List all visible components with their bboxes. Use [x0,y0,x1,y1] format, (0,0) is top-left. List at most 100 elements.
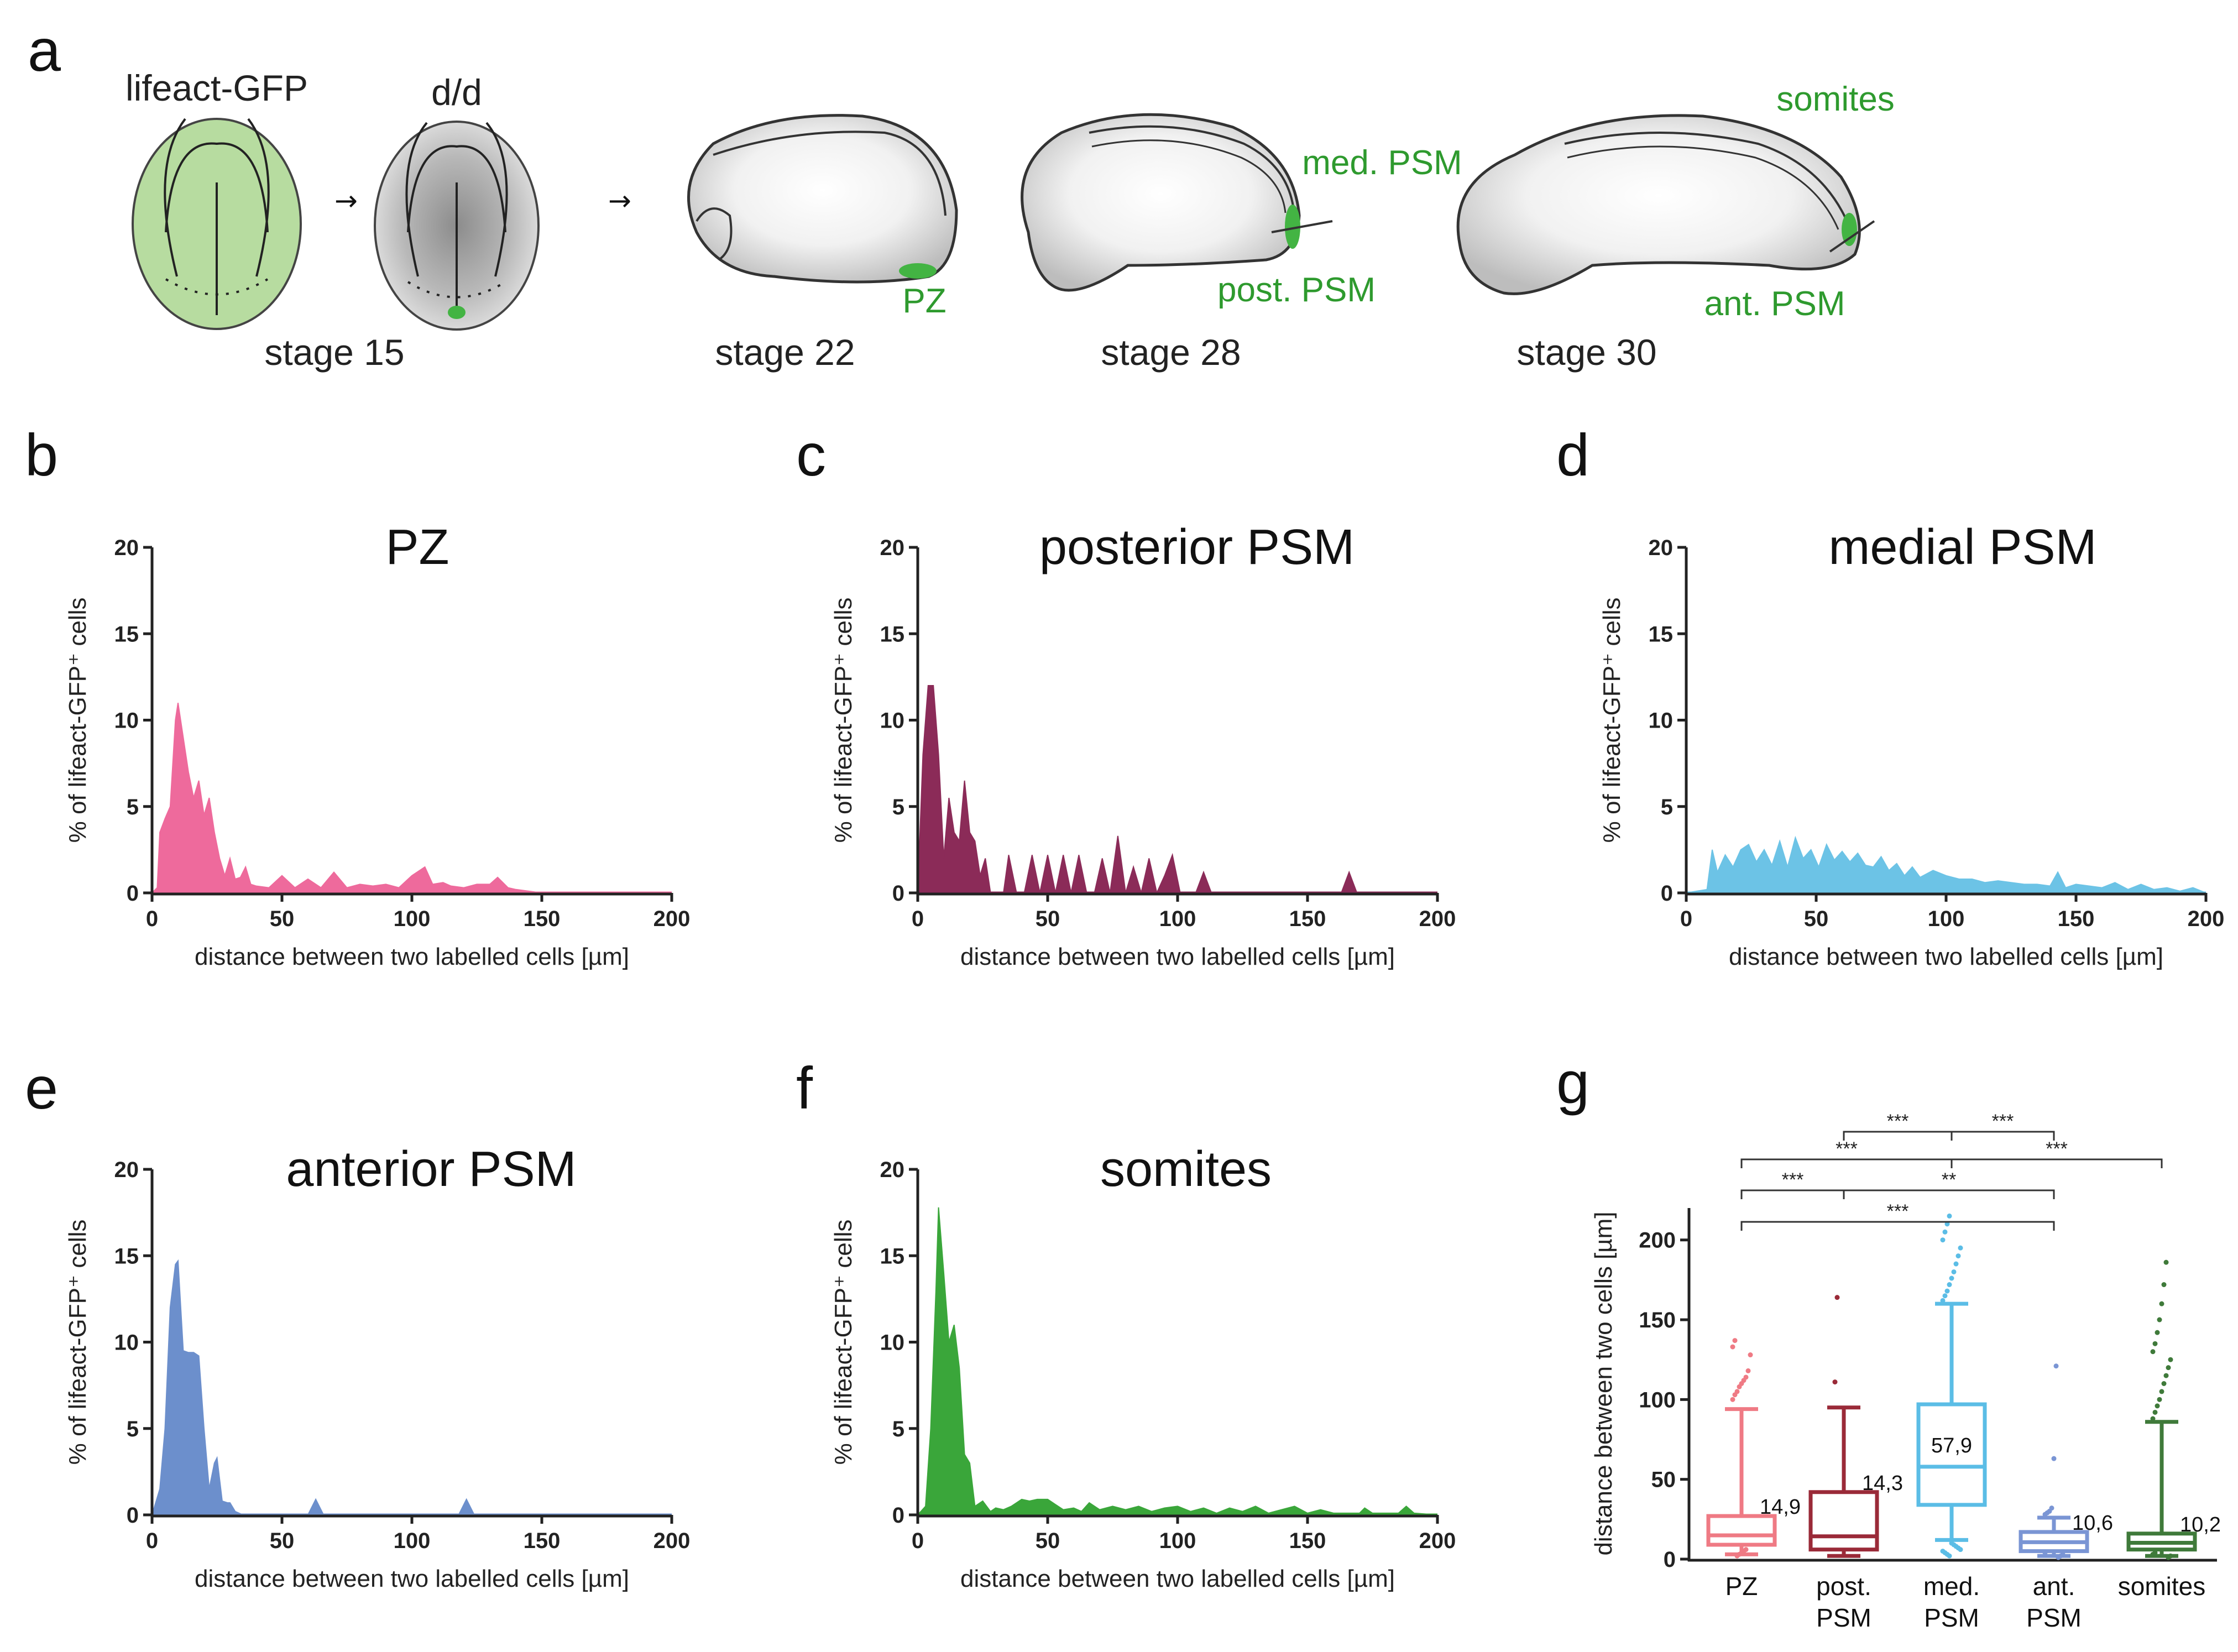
x-tick-label: 50 [270,1529,295,1553]
significance-bracket: *** [1740,1169,1845,1199]
pz-label: PZ [902,282,946,320]
significance-label: ** [1942,1169,1956,1190]
outlier-point [1958,1245,1963,1251]
y-tick-label: 50 [1651,1468,1676,1492]
box-plot-distances: 0 50 100 150 200 distance between two cells [… [1590,1111,2221,1632]
x-tick-label: 150 [1289,907,1326,931]
x-tick-label: 200 [1419,1529,1456,1553]
outlier-point [1953,1261,1959,1267]
bracket-line [1951,1158,2163,1168]
post-psm-label: post. PSM [1217,271,1376,309]
significance-label: *** [2046,1138,2068,1159]
y-tick-label: 10 [880,1331,905,1355]
x-tick-label: 100 [1159,907,1196,931]
iqr-box [1706,1514,1777,1547]
y-tick-label: 15 [880,622,905,646]
significance-bracket: *** [1843,1111,1953,1141]
embryo2-label: d/d [431,72,482,113]
outlier-point [2049,1505,2054,1511]
x-tick-label: 150 [524,1529,561,1553]
embryo-lifeact-gfp [132,118,302,330]
outlier-point [1745,1368,1751,1373]
y-tick-label: 20 [114,536,139,560]
y-tick-label: 15 [114,1244,139,1268]
bracket-line [1843,1189,2055,1199]
y-tick-label: 0 [127,1503,139,1528]
box-pz: 14,9 PZ [1706,1338,1801,1601]
outlier-point [2155,1403,2160,1409]
outlier-point [2157,1317,2162,1322]
outlier-point [2157,1397,2162,1402]
outlier-point [1734,1389,1740,1394]
outlier-point [2155,1330,2160,1335]
significance-label: *** [1887,1201,1909,1222]
x-tick-label: 0 [146,1529,158,1553]
chart-title: anterior PSM [286,1142,576,1197]
y-tick-label: 20 [1649,536,1674,560]
panel-letter-g: g [1556,1049,1589,1116]
outlier-point [1942,1229,1948,1235]
category-label: med. [1923,1572,1980,1601]
outlier-point [1940,1298,1946,1303]
x-tick-label: 200 [653,907,691,931]
y-axis-label: % of lifeact-GFP⁺ cells [64,598,91,843]
x-tick-label: 0 [912,1529,924,1553]
outlier-point [1732,1338,1738,1343]
outlier-point [2163,1373,2169,1378]
y-axis-label: distance between two cells [µm] [1590,1211,1617,1555]
y-tick-label: 100 [1639,1388,1676,1412]
area-series [917,685,1437,895]
outlier-point [1944,1221,1950,1227]
panel-letter-f: f [796,1054,813,1121]
x-tick-label: 150 [2058,907,2095,931]
y-tick-label: 15 [114,622,139,646]
panel-letter-e: e [25,1054,58,1121]
x-tick-label: 200 [2188,907,2225,931]
x-tick-label: 50 [1036,1529,1060,1553]
significance-bracket: *** [1740,1201,2055,1231]
ant-psm-label: ant. PSM [1704,285,1845,323]
category-label: somites [2118,1572,2205,1601]
y-tick-label: 0 [127,881,139,906]
outlier-point [2150,1416,2156,1421]
x-axis-label: distance between two labelled cells [µm] [960,1565,1395,1592]
y-axis-label: % of lifeact-GFP⁺ cells [1598,598,1625,843]
chart-title: PZ [385,520,449,575]
significance-label: *** [1887,1111,1909,1132]
y-tick-label: 150 [1639,1308,1676,1332]
outlier-point [1947,1282,1952,1288]
outlier-point [2168,1357,2173,1362]
med-psm-label: med. PSM [1302,144,1462,182]
y-tick-label: 10 [114,1331,139,1355]
panel-letter-c: c [796,421,826,488]
outlier-point [2161,1282,2167,1288]
significance-bracket: ** [1843,1169,2055,1199]
outlier-point [1730,1397,1735,1402]
y-tick-label: 20 [880,536,905,560]
box-post-psm: 14,3 post.PSM [1808,1295,1903,1632]
outlier-point [2159,1301,2164,1306]
significance-bracket: *** [1740,1138,1953,1168]
outlier-point [1958,1547,1963,1552]
y-tick-label: 15 [1649,622,1674,646]
significance-bracket: *** [1951,1111,2055,1141]
iqr-box [1808,1490,1879,1552]
outlier-point [2150,1349,2156,1355]
outlier-point [2163,1259,2169,1265]
outlier-point [1748,1352,1753,1358]
outlier-point [2152,1409,2158,1415]
outlier-point [1951,1269,1957,1274]
bracket-line [1740,1221,2055,1231]
outlier-point [2152,1341,2158,1346]
x-tick-label: 150 [524,907,561,931]
area-series [151,1259,672,1515]
chart-title: medial PSM [1828,520,2096,575]
median-value-label: 57,9 [1931,1434,1972,1457]
embryo-stage-28 [1021,113,1333,292]
x-tick-label: 100 [1928,907,1965,931]
embryo-dd [374,121,540,331]
